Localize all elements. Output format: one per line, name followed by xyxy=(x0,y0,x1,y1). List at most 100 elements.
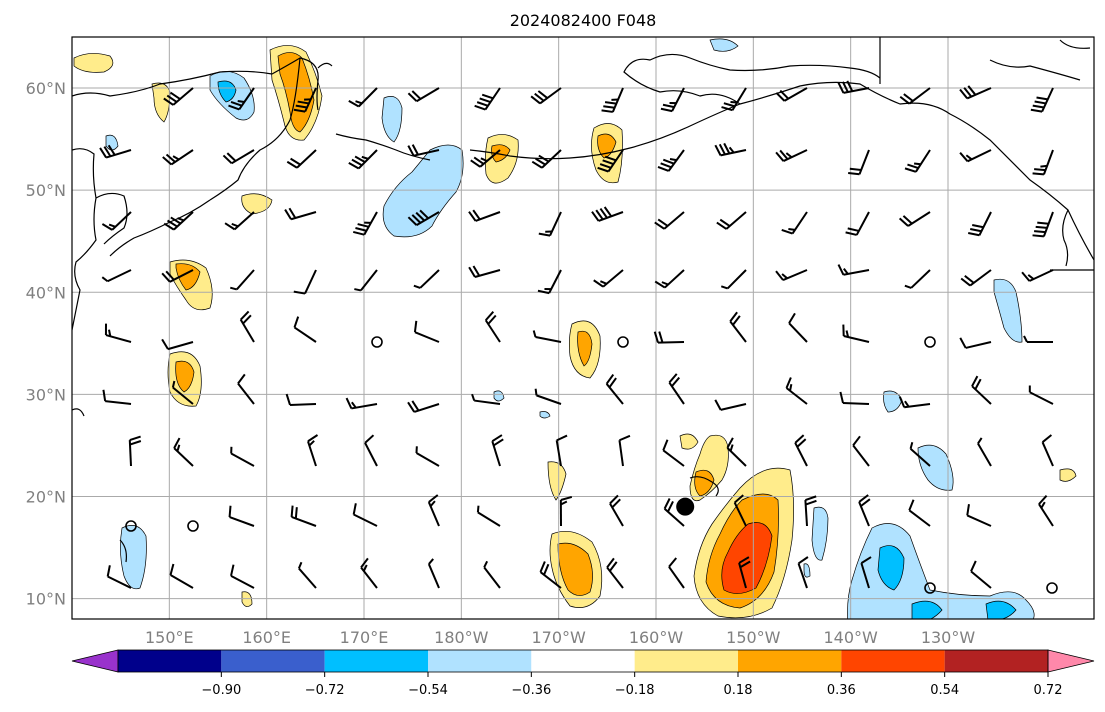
colorbar-segment xyxy=(324,650,428,672)
wind-barb xyxy=(721,87,747,112)
colorbar-label: 0.72 xyxy=(1034,683,1063,698)
wind-barb xyxy=(169,563,194,589)
wind-barb xyxy=(237,373,255,405)
wind-barb xyxy=(161,269,194,283)
wind-barb xyxy=(483,560,501,589)
wind-barb xyxy=(716,211,747,230)
coastline xyxy=(119,539,127,563)
wind-barb xyxy=(1032,211,1054,238)
wind-barb xyxy=(738,556,751,589)
latitude-label: 30°N xyxy=(26,385,66,404)
colorbar-label: −0.72 xyxy=(305,683,345,698)
longitude-label: 130°W xyxy=(921,628,976,647)
wind-barb xyxy=(606,557,624,589)
wind-barb xyxy=(860,556,872,589)
coastline xyxy=(95,192,128,245)
anomaly-area xyxy=(241,591,253,607)
colorbar-label: −0.54 xyxy=(408,683,448,698)
wind-barb xyxy=(959,85,992,100)
longitude-label: 170°W xyxy=(531,628,586,647)
location-marker xyxy=(676,497,695,516)
coastline xyxy=(989,59,1081,81)
wind-barb xyxy=(663,498,685,527)
wind-barb xyxy=(307,434,319,467)
coastline xyxy=(72,148,97,331)
wind-barb xyxy=(605,373,624,405)
wind-barb xyxy=(407,209,440,227)
wind-barb xyxy=(839,391,870,405)
wind-barbs xyxy=(99,80,1054,589)
latitude-label: 40°N xyxy=(26,283,66,302)
wind-barb xyxy=(1041,434,1054,467)
wind-barb xyxy=(852,435,870,467)
wind-barb xyxy=(106,565,132,589)
wind-barb xyxy=(601,87,624,113)
wind-barb xyxy=(904,269,931,289)
calm-circle xyxy=(1046,582,1058,594)
latitude-label: 50°N xyxy=(26,181,66,200)
anomaly-area xyxy=(217,80,237,103)
wind-barb xyxy=(427,494,440,527)
wind-barb xyxy=(898,396,931,409)
wind-barb xyxy=(364,434,378,467)
colorbar-segment xyxy=(118,650,222,672)
wind-barb xyxy=(797,556,809,589)
wind-barb xyxy=(228,87,255,111)
wind-barb xyxy=(99,144,132,159)
anomaly-area xyxy=(151,82,171,123)
wind-barb xyxy=(729,311,747,343)
wind-barb xyxy=(102,389,132,405)
wind-barb xyxy=(293,269,317,295)
wind-barb xyxy=(407,400,440,413)
wind-barb xyxy=(842,324,870,343)
wind-barb xyxy=(538,211,562,237)
coastline xyxy=(317,62,333,69)
wind-barb xyxy=(345,397,378,410)
anomaly-area xyxy=(993,278,1023,343)
figure-title: 2024082400 F048 xyxy=(510,11,657,30)
coastline xyxy=(109,199,211,257)
coastline xyxy=(689,476,719,497)
wind-barb xyxy=(593,269,624,288)
coastline xyxy=(72,408,85,417)
map-panel xyxy=(72,37,1094,619)
coastline xyxy=(469,81,1094,261)
wind-barb xyxy=(837,80,870,94)
wind-barb xyxy=(959,149,992,163)
latitude-label: 20°N xyxy=(26,487,66,506)
wind-barb xyxy=(484,311,501,343)
wind-barb xyxy=(845,211,870,236)
map-frame xyxy=(71,36,1095,620)
anomaly-area xyxy=(382,144,464,238)
anomaly-area xyxy=(911,600,943,619)
wind-barb xyxy=(794,434,808,467)
wind-barb xyxy=(104,323,132,343)
wind-barb xyxy=(101,269,132,283)
wind-barb xyxy=(476,505,501,527)
wind-barb xyxy=(909,441,931,467)
wind-barb xyxy=(970,560,992,589)
wind-barb xyxy=(354,269,378,292)
coastline xyxy=(623,53,881,105)
colorbar-extend-high xyxy=(1047,649,1095,673)
anomaly-area xyxy=(1059,468,1077,482)
wind-barb xyxy=(293,316,317,343)
anomaly-area xyxy=(679,433,699,450)
wind-barb xyxy=(837,264,870,276)
wind-barb xyxy=(101,211,132,231)
calm-circle xyxy=(187,520,199,532)
wind-barb xyxy=(427,558,440,589)
wind-barb xyxy=(239,310,255,343)
wind-barb xyxy=(407,87,440,103)
wind-barb xyxy=(474,87,501,111)
wind-barb xyxy=(128,435,142,467)
wind-barb xyxy=(775,149,808,162)
colorbar-segment xyxy=(841,650,945,672)
wind-barb xyxy=(714,142,747,157)
wind-barb xyxy=(804,495,817,527)
wind-barb xyxy=(660,87,685,113)
wind-barb xyxy=(858,494,871,527)
wind-barb xyxy=(959,337,992,349)
wind-barb xyxy=(775,269,808,281)
